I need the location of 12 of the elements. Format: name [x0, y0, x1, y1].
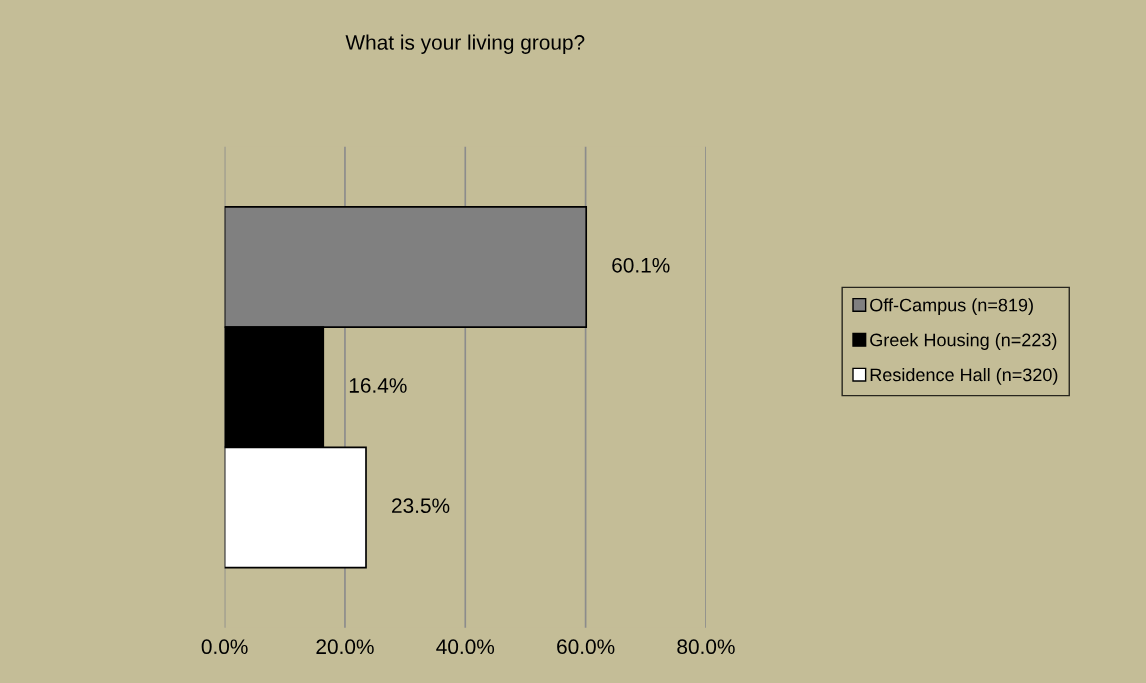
data-label: 16.4%: [349, 378, 407, 393]
legend-label: Residence Hall (n=320): [870, 367, 1058, 385]
x-tick-label: 80.0%: [677, 639, 735, 655]
chart-title: What is your living group?: [345, 34, 585, 54]
x-tick-label: 20.0%: [316, 639, 374, 655]
data-label: 23.5%: [392, 498, 450, 514]
legend-label: Off-Campus (n=819): [870, 298, 1033, 316]
x-tick-label: 0.0%: [201, 639, 248, 655]
data-label: 60.1%: [612, 257, 670, 273]
legend-label: Greek Housing (n=223): [870, 333, 1057, 350]
x-tick-label: 40.0%: [436, 639, 495, 655]
x-tick-label: 60.0%: [557, 639, 615, 655]
